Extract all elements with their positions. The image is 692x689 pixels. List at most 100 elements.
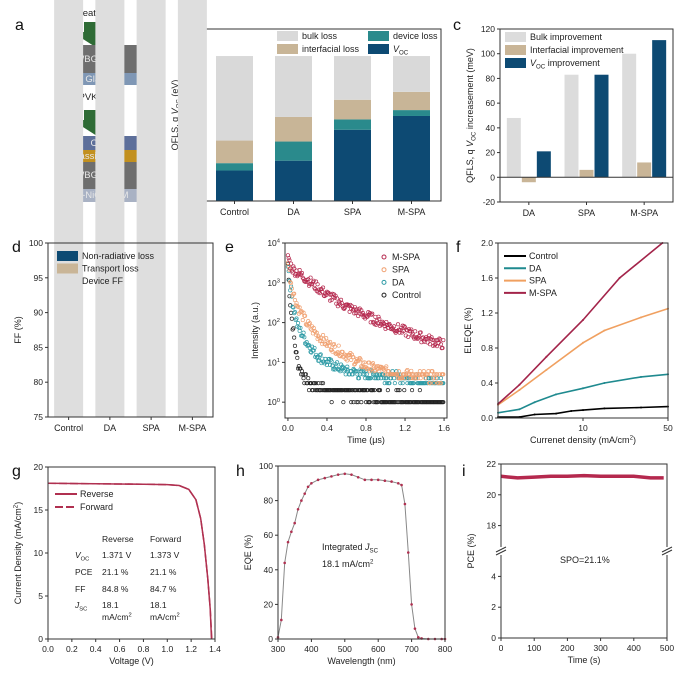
data-point [383, 479, 387, 483]
y-tick-label: 20 [264, 599, 274, 609]
bar-interfacial-loss [334, 99, 371, 120]
data-point [297, 305, 302, 310]
legend-swatch [57, 251, 78, 261]
data-point [364, 372, 369, 377]
data-point [321, 337, 326, 342]
text-run: 0 [268, 634, 273, 644]
axis-break-gap [663, 547, 671, 555]
data-point [345, 358, 350, 363]
data-point [640, 406, 643, 409]
series-line-h [277, 473, 445, 640]
data-point [396, 482, 400, 485]
data-point [349, 400, 354, 405]
y-tick-label: 20 [34, 462, 44, 472]
text-run: M-SPA [398, 207, 426, 217]
data-point [313, 388, 318, 393]
text-run: 0 [490, 172, 495, 182]
data-point [428, 376, 433, 381]
x-tick-label: 0.2 [66, 644, 78, 654]
data-point [291, 264, 296, 269]
subscript: OC [471, 131, 478, 141]
parameter-table-cell: Forward [150, 534, 181, 544]
data-point [418, 330, 423, 335]
data-point [299, 271, 305, 276]
data-point [289, 261, 294, 266]
superscript: 0 [277, 398, 280, 404]
data-point [332, 295, 337, 300]
legend-marker [381, 279, 387, 285]
text-run: 2.0 [481, 238, 493, 248]
data-point [363, 478, 367, 482]
x-tick-label: 400 [627, 643, 641, 653]
data-point [425, 381, 430, 386]
text-run: 0.0 [282, 423, 294, 433]
data-point [323, 476, 327, 480]
data-point [303, 313, 308, 318]
panel-label-g: g [12, 463, 21, 480]
data-point [343, 472, 347, 476]
spo-annotation: SPO=21.1% [560, 555, 610, 565]
x-tick-label: 100 [527, 643, 541, 653]
text-run: 90 [34, 308, 44, 318]
category-label: SPA [578, 208, 595, 218]
legend-item: Device FF [82, 276, 124, 286]
data-point [292, 298, 298, 303]
text-run: 21.1 % [102, 567, 129, 577]
data-point [356, 475, 360, 479]
text-run: 20 [486, 148, 496, 158]
data-point [345, 364, 350, 369]
y-axis-label: ELEQE (%) [463, 307, 473, 354]
axis-break-mark [495, 549, 507, 556]
text-run: 0.8 [360, 423, 372, 433]
text-run: 1.6 [438, 423, 450, 433]
data-point [283, 561, 286, 565]
y-tick-label: 0.8 [481, 343, 493, 353]
category-label: M-SPA [630, 208, 658, 218]
category-label: M-SPA [178, 423, 206, 433]
text-run: SPO=21.1% [560, 555, 610, 565]
x-tick-label: 1.4 [209, 644, 221, 654]
y-tick-label: 1.2 [481, 308, 493, 318]
text-run: M-SPA [178, 423, 206, 433]
text-run: 200 [560, 643, 574, 653]
text-run: 700 [405, 644, 419, 654]
data-point [307, 321, 312, 326]
data-point [310, 282, 315, 287]
data-point [335, 350, 340, 355]
text-run: 20 [264, 599, 274, 609]
panel-label-e: e [225, 239, 234, 256]
bar-v_-oc- [275, 160, 312, 201]
parameter-table-cell: PCE [75, 567, 93, 577]
data-point [409, 327, 414, 332]
data-point [582, 319, 584, 321]
bar-interfacial-improvement [637, 162, 652, 178]
data-point [423, 381, 428, 386]
text-run: 18.1 [102, 600, 119, 610]
data-point [570, 410, 573, 412]
text-run: 10 [34, 548, 44, 558]
legend-swatch [368, 44, 389, 54]
bar-v_-oc-improvement [594, 74, 609, 178]
plot-frame [500, 463, 668, 639]
data-point [317, 353, 322, 358]
chart-panel-d: Control DA SPA M-SPA 75 80 85 90 95 100 FF (%) Non-… [13, 0, 214, 433]
category-label: M-SPA [398, 207, 426, 217]
data-point [289, 281, 294, 286]
data-point [417, 334, 422, 339]
data-point [406, 551, 410, 554]
data-point [370, 361, 376, 366]
subscript: SC [370, 548, 379, 555]
data-point [371, 363, 376, 368]
data-point [413, 627, 417, 630]
legend-item: Bulk improvement [530, 32, 603, 42]
data-point [308, 275, 313, 280]
x-tick-label: 700 [405, 644, 419, 654]
text-run: increasement (meV) [465, 48, 475, 132]
legend-item: SPA [392, 265, 409, 275]
text-run: PCE (%) [466, 533, 476, 568]
x-tick-label: 10 [578, 423, 588, 433]
y-tick-label: 120 [481, 24, 495, 34]
text-run: Reverse [80, 489, 114, 499]
text-run: 40 [264, 565, 274, 575]
